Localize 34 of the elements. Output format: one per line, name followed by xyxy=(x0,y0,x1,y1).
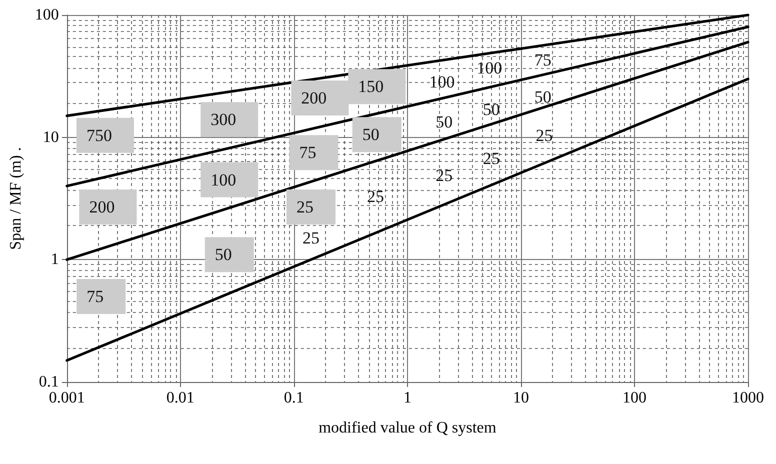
annotation: 50 xyxy=(482,100,500,119)
annotation: 75 xyxy=(299,143,316,162)
annotation: 50 xyxy=(436,112,453,132)
annotation: 100 xyxy=(476,58,502,78)
annotation: 150 xyxy=(358,77,384,96)
x-tick-label: 1000 xyxy=(732,390,764,406)
annotation: 50 xyxy=(214,245,232,264)
annotation: 100 xyxy=(429,72,455,92)
annotation: 300 xyxy=(210,110,236,130)
x-tick-label: 100 xyxy=(622,390,646,406)
x-tick-label: 10 xyxy=(512,390,529,406)
annotation: 25 xyxy=(296,197,314,216)
y-tick-label: 0.1 xyxy=(38,374,59,390)
annotation: 25 xyxy=(367,186,384,206)
x-tick-label: 0.1 xyxy=(284,390,304,406)
y-tick-label: 1 xyxy=(50,251,59,268)
annotation: 200 xyxy=(89,197,115,216)
annotation: 75 xyxy=(86,286,104,306)
annotation: 200 xyxy=(301,88,327,108)
annotation: 75 xyxy=(534,50,552,70)
y-axis-title: Span / MF (m) . xyxy=(8,147,24,250)
annotation: 50 xyxy=(362,125,380,144)
annotation: 25 xyxy=(436,166,453,185)
annotation: 25 xyxy=(302,228,320,248)
y-tick-label: 10 xyxy=(42,128,59,146)
x-axis-title: modified value of Q system xyxy=(318,420,497,436)
x-tick-label: 0.01 xyxy=(166,390,194,406)
annotation: 50 xyxy=(534,87,552,106)
x-tick-label: 1 xyxy=(403,390,412,406)
annotation: 25 xyxy=(482,148,500,168)
x-tick-label: 0.001 xyxy=(48,390,85,406)
annotation: 100 xyxy=(210,170,236,190)
y-tick-label: 100 xyxy=(34,6,59,24)
annotation: 750 xyxy=(86,126,112,145)
